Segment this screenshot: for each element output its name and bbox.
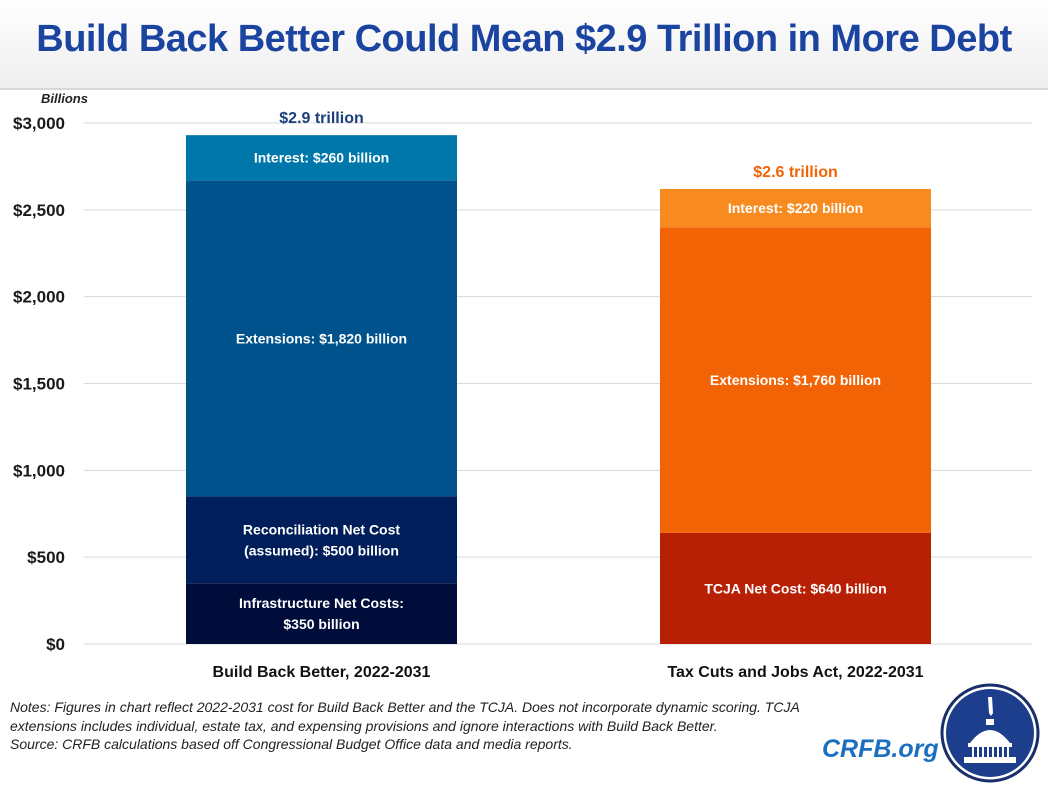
chart-title: Build Back Better Could Mean $2.9 Trilli…	[36, 18, 1012, 60]
segment-label: Extensions: $1,760 billion	[710, 372, 881, 388]
y-axis-units-label: Billions	[41, 91, 88, 106]
header-banner: Build Back Better Could Mean $2.9 Trilli…	[0, 0, 1048, 90]
x-axis-labels: Build Back Better, 2022-2031 Tax Cuts and…	[213, 664, 924, 681]
bar-segment	[186, 180, 457, 497]
segment-label: Extensions: $1,820 billion	[236, 330, 407, 346]
bar-segment	[186, 135, 457, 181]
segment-label: Reconciliation Net Cost	[243, 521, 400, 537]
notes-text: Notes: Figures in chart reflect 2022-203…	[10, 699, 800, 734]
y-tick-label: $500	[27, 548, 65, 567]
y-tick-label: $1,500	[13, 375, 65, 394]
notes: Notes: Figures in chart reflect 2022-203…	[10, 698, 830, 754]
y-tick-label: $3,000	[13, 114, 65, 133]
bar-segment	[186, 583, 457, 644]
total-label: $2.9 trillion	[279, 110, 363, 127]
capitol-dome-seal-icon	[940, 683, 1040, 783]
bars: Infrastructure Net Costs: $350 billion Rec…	[186, 110, 931, 644]
bar-segment	[660, 188, 931, 228]
segment-label: Interest: $220 billion	[728, 200, 863, 216]
bar-segment	[660, 532, 931, 644]
y-tick-label: $1,000	[13, 461, 65, 480]
bar-segment	[186, 496, 457, 584]
segment-label: TCJA Net Cost: $640 billion	[704, 580, 886, 596]
y-tick-label: $2,000	[13, 288, 65, 307]
y-axis-ticks: $0 $500 $1,000 $1,500 $2,000 $2,500 $3,000	[13, 114, 65, 654]
segment-label: (assumed): $500 billion	[244, 542, 399, 558]
segment-label: Infrastructure Net Costs:	[239, 595, 404, 611]
x-category-label: Tax Cuts and Jobs Act, 2022-2031	[667, 664, 923, 681]
brand-link[interactable]: CRFB.org	[822, 735, 939, 763]
segment-label: Interest: $260 billion	[254, 150, 389, 166]
bar-segment	[660, 227, 931, 533]
y-tick-label: $0	[46, 635, 65, 654]
segment-label: $350 billion	[283, 616, 359, 632]
stacked-bar-chart: $0 $500 $1,000 $1,500 $2,000 $2,500 $3,000 Inf…	[13, 110, 1032, 681]
source-text: Source: CRFB calculations based off Cong…	[10, 736, 573, 752]
x-category-label: Build Back Better, 2022-2031	[213, 664, 431, 681]
total-label: $2.6 trillion	[753, 164, 837, 181]
y-tick-label: $2,500	[13, 201, 65, 220]
